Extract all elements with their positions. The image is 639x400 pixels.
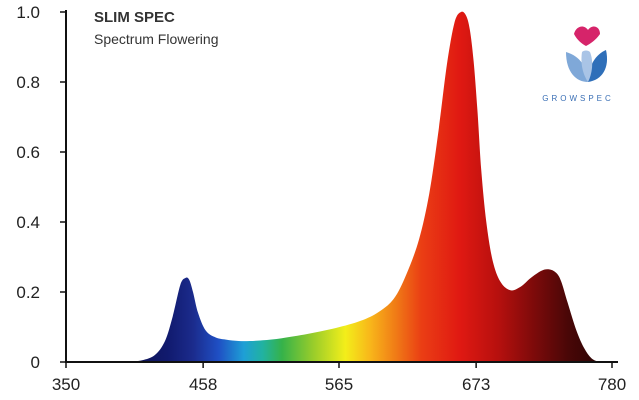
y-tick-label: 0.2 xyxy=(16,283,40,302)
x-tick-label: 673 xyxy=(462,375,490,394)
x-tick-label: 458 xyxy=(189,375,217,394)
y-tick-label: 0.8 xyxy=(16,73,40,92)
x-tick-label: 780 xyxy=(598,375,626,394)
chart-axes xyxy=(65,10,618,363)
chart-subtitle: Spectrum Flowering xyxy=(94,31,219,47)
logo-wordmark: GROWSPEC xyxy=(542,94,614,103)
growspec-logo-icon xyxy=(566,26,608,82)
y-tick-label: 0.4 xyxy=(16,213,40,232)
x-tick-label: 565 xyxy=(325,375,353,394)
y-tick-label: 0.6 xyxy=(16,143,40,162)
x-tick-label: 350 xyxy=(52,375,80,394)
spectrum-area xyxy=(129,11,600,363)
y-tick-label: 1.0 xyxy=(16,3,40,22)
y-tick-label: 0 xyxy=(31,353,40,372)
chart-title: SLIM SPEC xyxy=(94,9,175,26)
chart-ticks: 0 0.2 0.4 0.6 0.8 1.0 350 458 565 673 780 xyxy=(16,3,626,394)
